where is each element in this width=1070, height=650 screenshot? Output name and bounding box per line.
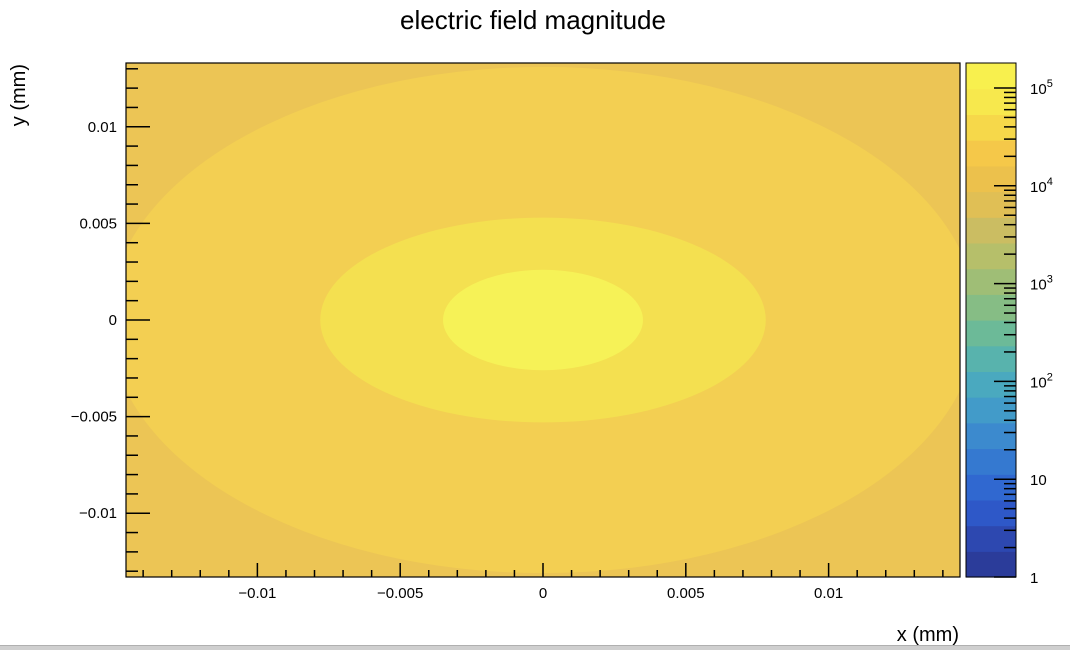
- colorbar-swatch: [966, 63, 1016, 90]
- y-tick-label: −0.005: [71, 409, 117, 426]
- colorbar-tick-label: 102: [1030, 371, 1053, 391]
- colorbar-swatch: [966, 371, 1016, 398]
- colorbar-tick-label: 105: [1030, 78, 1053, 98]
- contour-region-3: [443, 269, 643, 371]
- colorbar-swatch: [966, 448, 1016, 475]
- colorbar-swatch: [966, 474, 1016, 501]
- plot-area: [125, 62, 961, 578]
- colorbar-frame: [965, 62, 1017, 578]
- colorbar-swatch: [966, 242, 1016, 270]
- y-axis-label: y (mm): [8, 64, 30, 126]
- colorbar-swatch: [966, 217, 1016, 244]
- x-tick-label: −0.005: [377, 585, 423, 602]
- colorbar-swatch: [966, 268, 1016, 295]
- x-tick-label: 0.01: [814, 585, 843, 602]
- x-axis-label: x (mm): [897, 624, 959, 646]
- colorbar-swatch: [966, 422, 1016, 450]
- y-tick-label: 0: [109, 312, 117, 329]
- colorbar-swatch: [966, 499, 1016, 527]
- y-axis: 0.01 0.005 0 −0.005 −0.01: [71, 68, 150, 572]
- x-tick-label: 0.005: [667, 585, 705, 602]
- colorbar-tick-label: 104: [1030, 176, 1053, 196]
- colorbar-tick-label: 103: [1030, 274, 1053, 294]
- colorbar-tick-label: 10: [1030, 472, 1047, 489]
- y-tick-label: 0.005: [79, 215, 117, 232]
- x-tick-label: −0.01: [238, 585, 276, 602]
- colorbar-swatch: [966, 140, 1016, 167]
- window-bottom-edge: [0, 645, 1070, 650]
- colorbar-swatch: [966, 345, 1016, 372]
- x-tick-label: 0: [539, 585, 547, 602]
- colorbar-swatch: [966, 551, 1016, 578]
- y-tick-label: 0.01: [88, 119, 117, 136]
- colorbar: 1 10 102 103 104 105: [965, 62, 1053, 587]
- colorbar-swatch: [966, 320, 1016, 347]
- colorbar-tick-label: 1: [1030, 570, 1038, 587]
- contour-group: [126, 63, 960, 577]
- chart-title: electric field magnitude: [400, 5, 666, 35]
- y-tick-label: −0.01: [79, 505, 117, 522]
- x-axis: −0.01 −0.005 0 0.005 0.01: [142, 563, 944, 602]
- colorbar-swatch: [966, 165, 1016, 193]
